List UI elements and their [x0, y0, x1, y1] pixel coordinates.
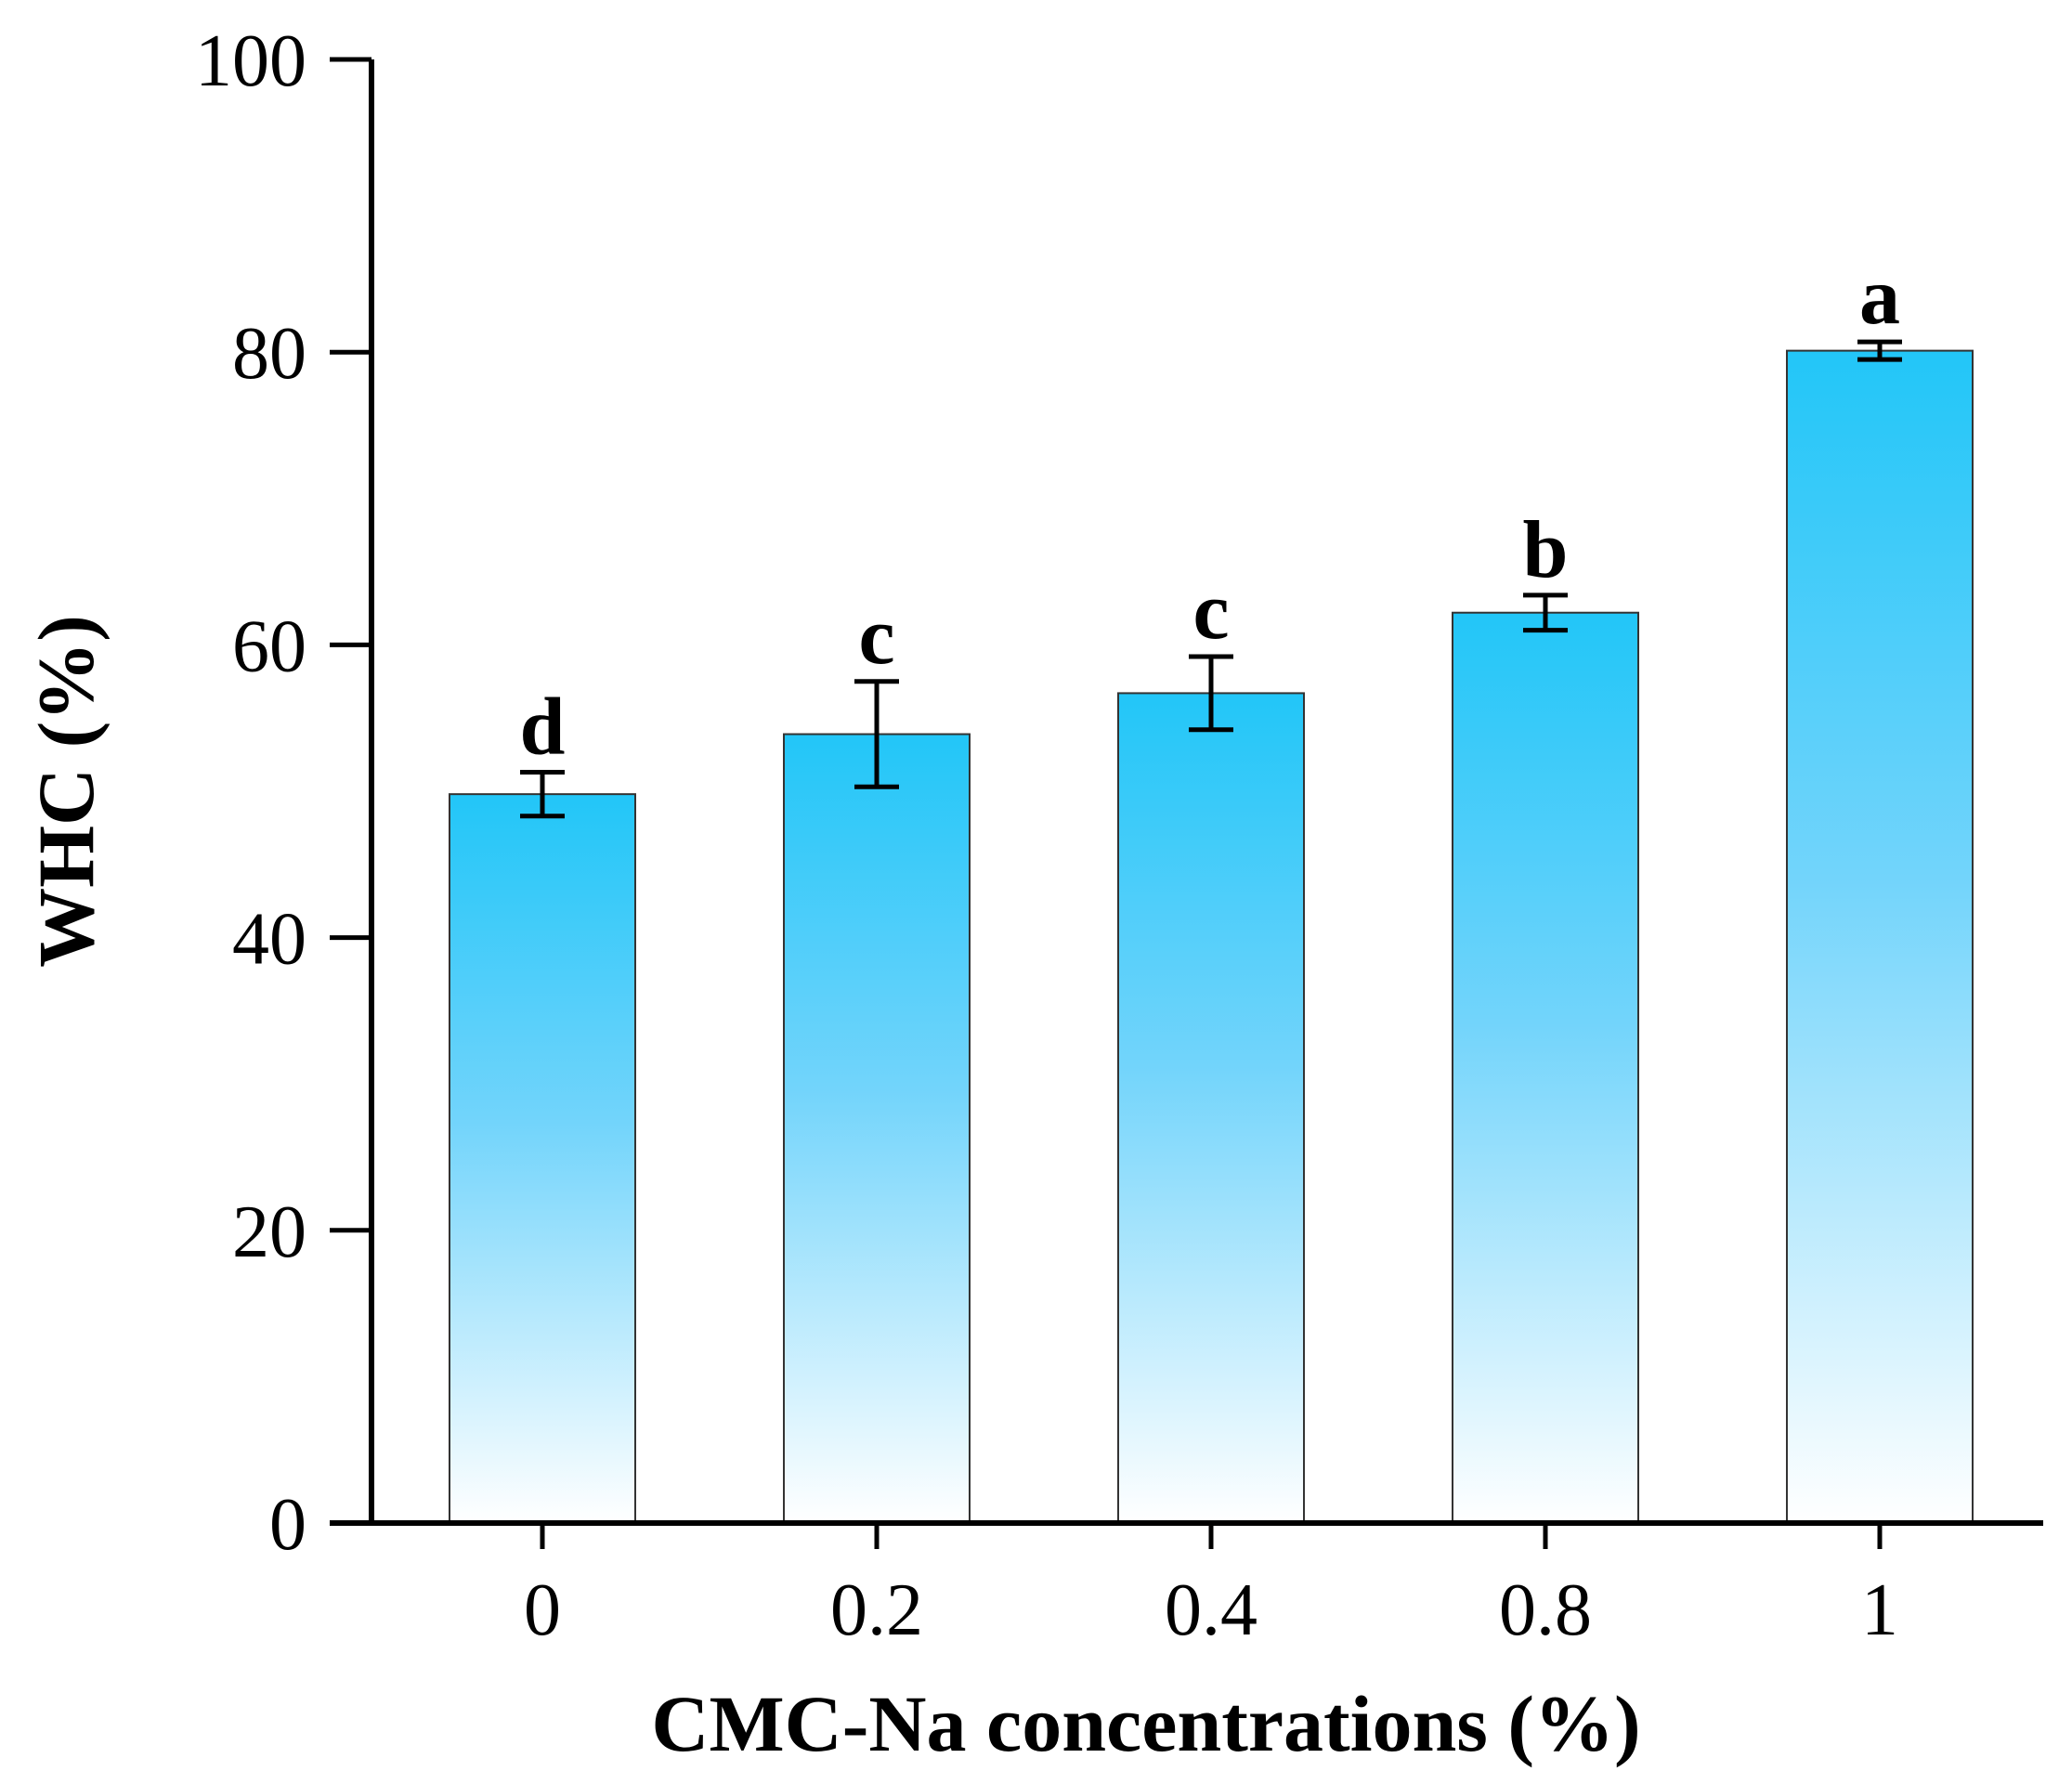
y-tick-label: 20: [232, 1192, 306, 1273]
x-tick-label: 0.8: [1499, 1569, 1592, 1651]
y-tick-label: 0: [269, 1484, 306, 1566]
error-bars: [520, 339, 1902, 819]
x-tick-label: 0: [524, 1569, 561, 1651]
bar: [449, 793, 636, 1524]
y-tick-label: 40: [232, 899, 306, 981]
bar: [1117, 692, 1305, 1524]
x-ticks: 0 0.2 0.4 0.8 1: [524, 1523, 1898, 1651]
x-axis-title: CMC-Na concentrations (%): [651, 1679, 1640, 1768]
y-tick-label: 60: [232, 606, 306, 687]
significance-label: a: [1859, 252, 1900, 342]
x-tick-label: 0.2: [830, 1569, 923, 1651]
y-tick-label: 80: [232, 313, 306, 395]
significance-labels: d c c b a: [520, 252, 1900, 772]
bar: [1452, 611, 1639, 1524]
x-tick-label: 1: [1861, 1569, 1898, 1651]
significance-label: b: [1523, 505, 1569, 595]
y-axis-title: WHC (%): [21, 615, 111, 968]
x-tick-label: 0.4: [1165, 1569, 1258, 1651]
bar: [1786, 349, 1974, 1524]
significance-label: d: [520, 683, 566, 773]
axes: [330, 59, 2043, 1526]
y-ticks: 0 20 40 60 80 100: [195, 20, 371, 1566]
bar: [783, 733, 971, 1524]
y-tick-label: 100: [195, 20, 306, 102]
bars: [449, 349, 1974, 1524]
significance-label: c: [858, 592, 894, 682]
significance-label: c: [1192, 566, 1229, 657]
